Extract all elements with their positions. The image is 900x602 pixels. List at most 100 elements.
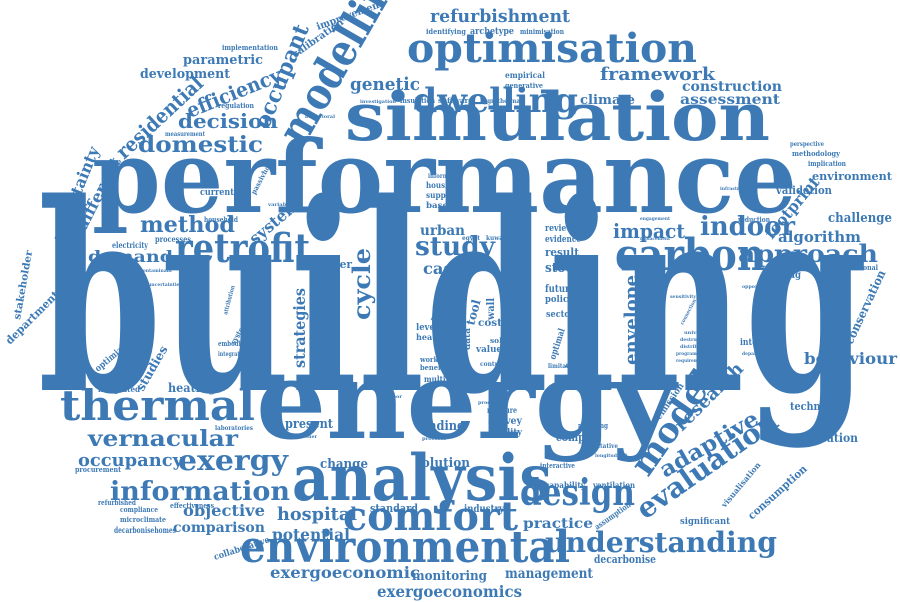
word-investigation: investigation [360,99,396,105]
word-exergoeconomic: exergoeconomic [270,563,420,582]
word-design: design [520,472,635,514]
word-minimisation: minimisation [520,27,564,36]
word-based: based [426,200,454,210]
word-beirut: beirut [389,308,403,336]
word-tool: tool [463,298,483,327]
word-strategies: strategies [290,288,309,368]
word-implementation: implementation [222,43,278,52]
word-procurement: procurement [75,465,122,474]
word-change: change [320,457,368,472]
word-development: development [140,67,230,82]
word-sector: sector [546,310,574,320]
word-uncertainties: uncertainties [148,282,182,288]
word-energy: energy [256,338,679,464]
word-stock: stock [545,261,582,276]
word-demand: demand [88,247,173,266]
word-software: software [438,96,474,105]
word-microclimate: microclimate [120,515,166,524]
word-review: review [545,224,573,234]
word-control: control [480,361,505,368]
word-solid: solid [490,336,510,345]
word-framework: framework [600,64,716,85]
word-qualitative: qualitative [584,443,618,450]
word-policy: policy [545,295,574,305]
word-outdoor: outdoor [380,394,402,400]
word-information: information [110,477,290,507]
word-programme: programme [676,351,704,357]
word-behaviour: behaviour [804,349,898,368]
word-reduction: reduction [738,215,770,224]
word-assessment: assessment [680,92,781,108]
word-value: value [475,345,502,355]
word-evidence: evidence [545,235,581,245]
word-validation: validation [775,184,832,197]
word-regulation: regulation [218,101,254,110]
word-insulation: insulation [400,96,435,105]
word-benefit: benefit [420,363,447,372]
word-data: data [462,328,473,350]
word-home: home [450,357,468,364]
word-embodied: embodied [218,339,248,348]
word-laboratories: laboratories [215,425,254,432]
word-decarbonise: decarbonise [594,553,656,566]
word-study: study [415,232,496,262]
word-cooling: cooling [450,369,473,376]
word-integration: integration [218,351,249,358]
word-simulation: simulation [345,78,770,156]
word-practice: practice [523,516,593,532]
word-solution: solution [415,456,471,471]
word-optimisation: optimisation [407,25,697,72]
word-infrastructure: infrastructure [720,186,756,192]
word-generative: generative [505,81,543,90]
word-complex: complex [556,431,600,444]
word-challenge: challenge [828,211,892,226]
word-industry: industry [464,504,505,515]
word-sensitivity: sensitivity [670,294,697,300]
word-construction: construction [682,79,782,95]
word-destruction: destruction [680,337,710,343]
word-standard: standard [370,502,418,515]
word-limitation: limitation [548,363,579,370]
word-comfort: comfort [343,493,519,540]
word-paper: paper [318,258,352,271]
word-dwelling: dwelling [413,81,578,121]
word-archetype: archetype [470,27,514,37]
word-decision: decision [178,109,278,133]
word-variability: variability [267,202,299,208]
word-climate: climate [580,93,635,108]
word-protocol: protocol [422,436,446,442]
word-future: future [545,284,575,295]
word-finding: finding [420,419,465,434]
word-dynamic: dynamic [378,380,408,390]
word-replacement: replacement [640,236,671,242]
word-environmental: environmental [240,522,570,573]
word-quality: quality [490,428,523,438]
word-hygrothermal: hygrothermal [480,98,523,105]
word-compliance: compliance [120,505,158,514]
word-work: work [419,355,438,364]
word-refurbishment: refurbishment [430,6,571,27]
word-heating: heating [168,381,217,395]
word-current: current [200,188,235,198]
word-heat: heat [416,332,436,342]
word-behavioral: behavioral [305,114,335,120]
word-effectiveness: effectiveness [170,501,214,510]
word-result: result [545,246,580,259]
word-domestic: domestic [138,132,263,158]
word-identifying: identifying [426,27,466,36]
word-wall: wall [486,298,497,321]
word-case: case [423,259,463,278]
word-interview: interview [740,338,780,348]
word-implication: implication [808,159,846,168]
word-informal: informal [428,173,455,180]
word-approach: approach [738,239,878,268]
word-level: level [416,323,439,333]
word-retrofit: retrofit [175,225,310,272]
word-algorithm: algorithm [778,228,861,246]
word-envelope: envelope [621,275,642,365]
word-performance: performance [92,118,797,236]
word-measure: measure [487,405,517,415]
word-making: making [765,270,801,281]
word-present: present [285,417,333,432]
word-production: production [478,400,508,406]
